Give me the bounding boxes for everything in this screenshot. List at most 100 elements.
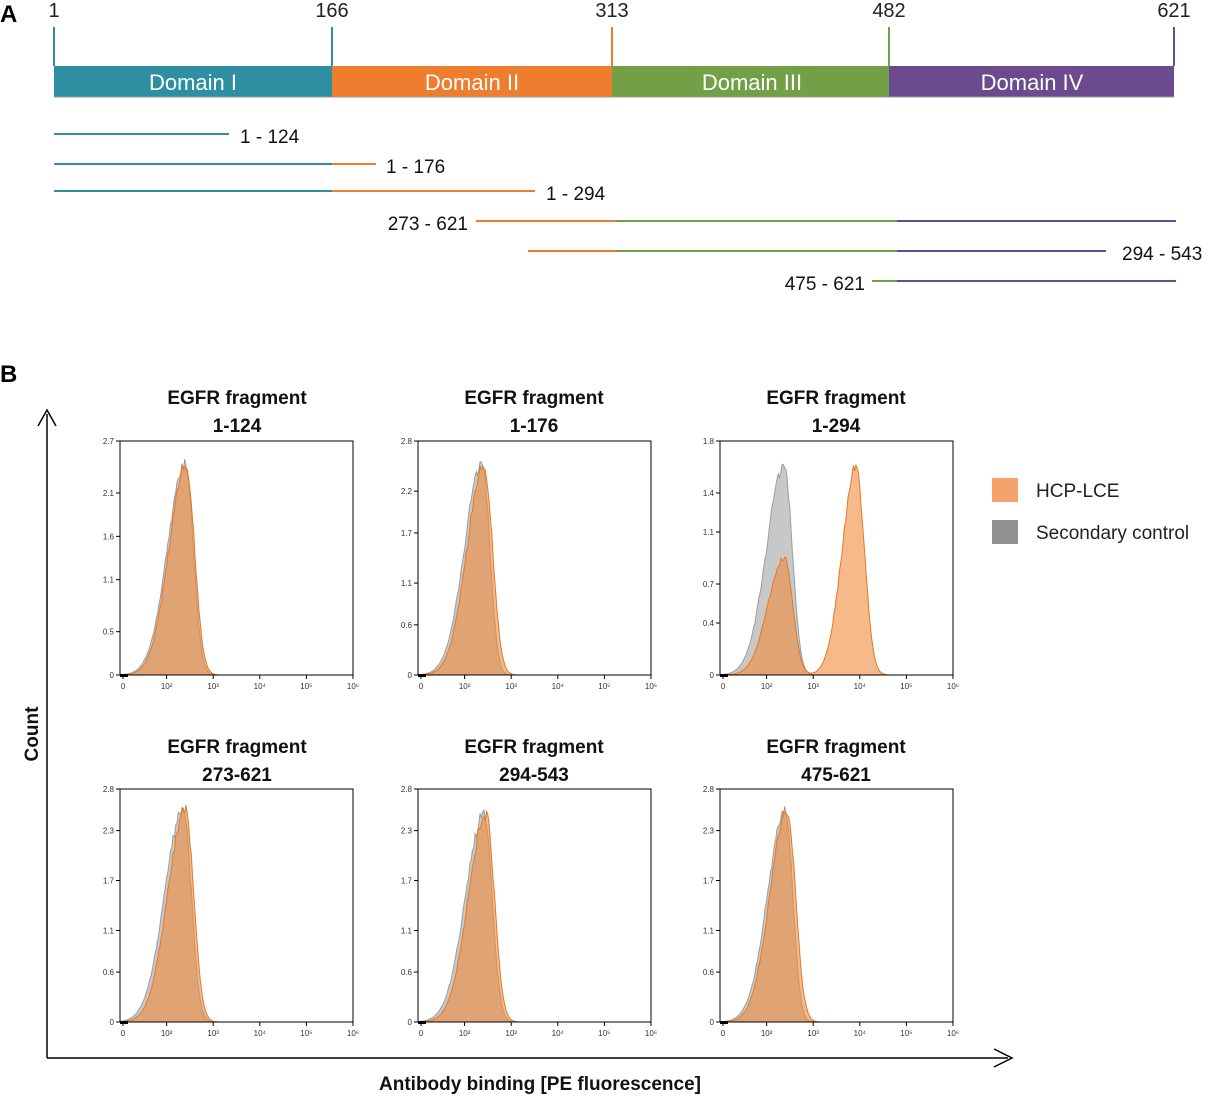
y-tick-label: 1.1 [401,926,413,935]
origin-marker [120,1021,128,1024]
histogram-plot: EGFR fragment 475-621 0 0.6 1.1 1.7 2.3 2.8 0 10²… [703,737,959,1038]
x-tick-label: 10⁴ [254,682,267,691]
domain-label: Domain I [149,70,237,95]
origin-marker [720,1021,728,1024]
x-tick-label: 10³ [505,1029,517,1038]
y-tick-label: 1.7 [401,529,413,538]
legend: HCP-LCE Secondary control [992,478,1189,544]
panel-a-domain-map: A 1 166 313 482 621 Domain I Domain II D… [0,0,1202,295]
panel-b-histograms: B Count Antibody binding [PE fluorescenc… [0,361,1189,1095]
hcp-lce-histogram [119,805,353,1023]
y-tick-label: 2.3 [703,827,715,836]
y-tick-label: 1.1 [703,528,715,537]
x-tick-label: 10⁴ [254,1029,267,1038]
fragment-label: 475 - 621 [785,274,865,295]
plot-subtitle: 294-543 [499,765,569,786]
plot-subtitle: 475-621 [801,765,871,786]
fragment-label: 273 - 621 [388,214,468,235]
y-tick-label: 2.3 [401,827,413,836]
plot-frame [119,788,354,1023]
x-tick-label: 10⁵ [598,682,610,691]
y-tick-label: 0 [110,1018,115,1027]
y-tick-label: 2.2 [401,487,413,496]
histogram-plot: EGFR fragment 1-124 0 0.5 1.1 1.6 2.1 2.7 0 10² 10… [103,388,359,691]
domain-label: Domain IV [981,70,1084,95]
plot-subtitle: 1-176 [510,416,559,437]
y-tick-label: 0 [408,671,413,680]
x-tick-label: 10⁶ [947,682,959,691]
y-axis-arrowhead-icon [37,408,57,427]
plot-frame [119,440,354,676]
y-tick-label: 0.6 [703,968,715,977]
x-tick-label: 10² [761,682,773,691]
x-tick-label: 10³ [807,1029,819,1038]
domain-label: Domain III [702,70,802,95]
y-tick-label: 1.1 [401,579,413,588]
legend-label: Secondary control [1036,523,1189,544]
x-tick-label: 10² [761,1029,773,1038]
y-tick-label: 1.8 [703,437,715,446]
plot-subtitle: 1-294 [812,416,861,437]
legend-label: HCP-LCE [1036,481,1119,502]
plot-title: EGFR fragment [766,388,906,409]
y-tick-label: 2.3 [103,827,115,836]
scale-tick-label: 1 [48,0,59,22]
panel-a-letter: A [0,1,17,28]
x-tick-label: 10⁴ [552,1029,565,1038]
y-tick-label: 2.8 [401,785,413,794]
y-tick-label: 0 [408,1018,413,1027]
x-tick-label: 0 [419,1029,424,1038]
x-tick-label: 10⁶ [347,682,359,691]
y-tick-label: 0.4 [703,619,715,628]
y-tick-label: 0.6 [103,968,115,977]
plot-frame [719,440,954,676]
plot-title: EGFR fragment [167,388,307,409]
x-tick-label: 10³ [807,682,819,691]
histogram-plot: EGFR fragment 294-543 0 0.6 1.1 1.7 2.3 2.8 0 10²… [401,737,657,1038]
x-tick-label: 10⁵ [900,682,912,691]
y-tick-label: 1.6 [103,532,115,541]
y-tick-label: 2.8 [703,785,715,794]
x-tick-label: 10² [161,682,173,691]
scale-tick-label: 621 [1157,0,1190,22]
y-tick-label: 2.8 [401,437,413,446]
hcp-lce-histogram [719,810,953,1023]
domain-bar: Domain I Domain II Domain III Domain IV [53,27,1175,98]
fragment-label: 294 - 543 [1122,244,1202,265]
y-tick-label: 2.8 [103,785,115,794]
x-tick-label: 10⁵ [900,1029,912,1038]
hcp-lce-histogram [417,464,651,676]
x-tick-label: 10⁵ [598,1029,610,1038]
origin-marker [120,674,128,677]
x-tick-label: 10⁴ [552,682,565,691]
x-tick-label: 10² [161,1029,173,1038]
x-tick-label: 0 [121,1029,126,1038]
domain-block [54,66,332,97]
x-tick-label: 10⁶ [347,1029,359,1038]
legend-swatch [992,478,1018,502]
plot-title: EGFR fragment [167,737,307,758]
domain-block [889,66,1174,97]
y-axis-title: Count [22,706,43,762]
scale-tick-label: 313 [595,0,628,22]
x-tick-label: 0 [419,682,424,691]
plot-title: EGFR fragment [766,737,906,758]
domain-scale-ticks: 1 166 313 482 621 [48,0,1190,22]
x-tick-label: 10⁵ [300,1029,312,1038]
plot-frame [417,788,652,1023]
x-tick-label: 10² [459,1029,471,1038]
y-tick-label: 1.7 [703,877,715,886]
y-tick-label: 1.1 [103,926,115,935]
y-tick-label: 0.5 [103,628,115,637]
plot-title: EGFR fragment [464,737,604,758]
hcp-lce-histogram [119,463,353,676]
x-tick-label: 0 [721,1029,726,1038]
x-tick-label: 0 [721,682,726,691]
histogram-plot: EGFR fragment 1-176 0 0.6 1.1 1.7 2.2 2.8 0 10² 10… [401,388,657,691]
y-tick-label: 1.1 [103,576,115,585]
scale-tick-label: 166 [315,0,348,22]
legend-swatch [992,520,1018,544]
x-tick-label: 10³ [505,682,517,691]
origin-marker [418,674,426,677]
